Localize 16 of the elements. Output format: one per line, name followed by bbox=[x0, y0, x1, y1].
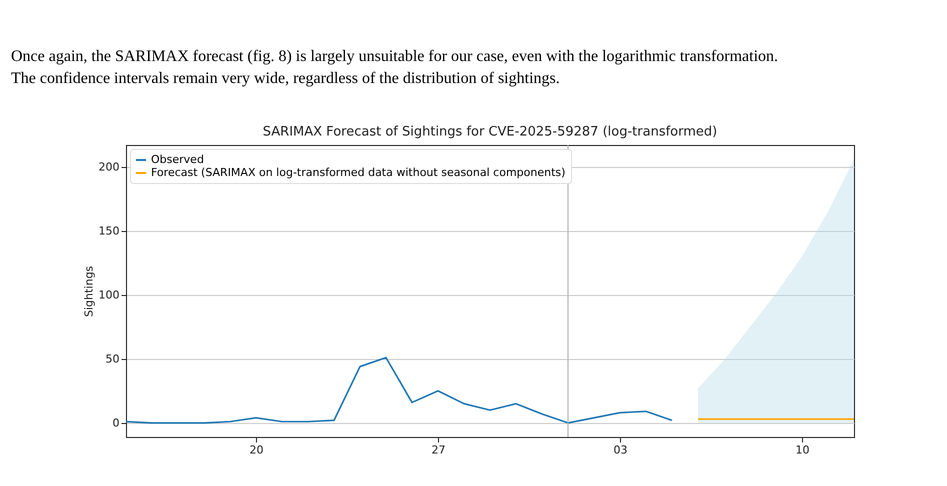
y-tick-label: 150 bbox=[98, 224, 120, 238]
x-tick-label: 27 bbox=[432, 444, 446, 456]
y-tick-label: 200 bbox=[98, 160, 120, 174]
y-axis-title: Sightings bbox=[82, 266, 96, 318]
line-series bbox=[125, 356, 673, 424]
y-tick-label: 100 bbox=[98, 288, 120, 302]
legend-label: Observed bbox=[151, 153, 204, 166]
y-tick-label: 0 bbox=[112, 416, 120, 430]
text: The confidence intervals remain very wide, regardless of the distribution of sightings. bbox=[11, 70, 560, 87]
legend-label: Forecast (SARIMAX on log-transformed data without seasonal components) bbox=[151, 166, 566, 179]
x-tick-label: 20 bbox=[250, 444, 264, 456]
chart-title: SARIMAX Forecast of Sightings for CVE-2025-59287 (log-transformed) bbox=[262, 124, 718, 140]
y-tick-label: 50 bbox=[106, 352, 120, 366]
x-tick-label: 10 bbox=[796, 444, 810, 456]
text: Once again, the SARIMAX forecast (fig. 8) is largely unsuitable for our case, even with the logarithmic transformation. bbox=[11, 48, 778, 65]
x-tick-label: 03 bbox=[614, 444, 628, 456]
